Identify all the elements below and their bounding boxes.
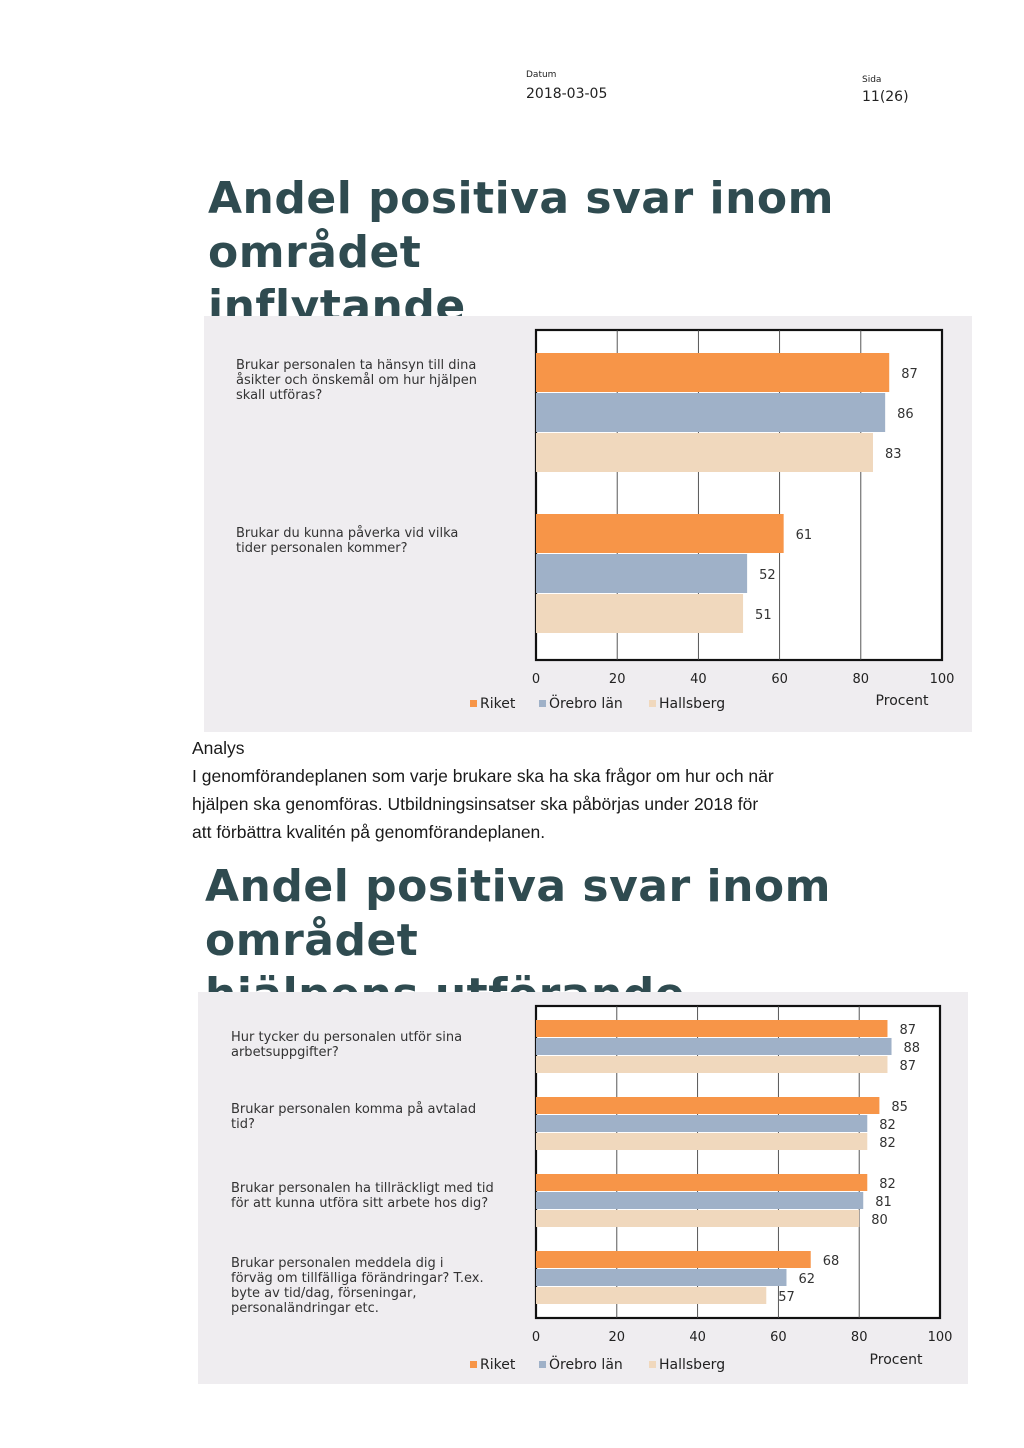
x-tick-label: 40 [690, 672, 707, 687]
x-tick-label: 20 [609, 672, 626, 687]
question-label-line: Brukar personalen ta hänsyn till dina [236, 358, 477, 373]
analysis-line: att förbättra kvalitén på genomförandepl… [192, 822, 546, 842]
question-label-line: skall utföras? [236, 388, 323, 403]
x-tick-label: 60 [770, 1330, 787, 1345]
question-label-line: byte av tid/dag, förseningar, [231, 1286, 417, 1301]
bar-hallsberg [536, 433, 873, 472]
analysis-line: hjälpen ska genomföras. Utbildningsinsat… [192, 794, 759, 814]
legend-label: Riket [480, 1357, 516, 1373]
x-tick-label: 40 [689, 1330, 706, 1345]
bar-riket [536, 353, 890, 392]
data-label: 57 [778, 1290, 795, 1305]
question-label-line: tid? [231, 1117, 255, 1132]
x-tick-label: 100 [930, 672, 955, 687]
data-label: 87 [899, 1023, 916, 1038]
bar-riket [536, 514, 784, 553]
question-label-line: förväg om tillfälliga förändringar? T.ex… [231, 1271, 484, 1286]
x-tick-label: 80 [851, 1330, 868, 1345]
legend-label: Hallsberg [659, 1357, 725, 1373]
question-label-line: personaländringar etc. [231, 1301, 379, 1316]
legend-label: Riket [480, 696, 516, 712]
bar-riket [536, 1251, 811, 1268]
question-label: Brukar personalen komma på avtalad tid? [231, 1102, 476, 1132]
bar--rebro-l-n [536, 1115, 868, 1132]
data-label: 82 [879, 1177, 896, 1192]
data-label: 85 [891, 1100, 908, 1115]
question-label-line: Brukar personalen meddela dig i [231, 1256, 444, 1271]
bar-riket [536, 1097, 880, 1114]
data-label: 68 [823, 1254, 840, 1269]
date-value: 2018-03-05 [526, 86, 608, 102]
data-label: 82 [879, 1118, 896, 1133]
x-axis-label: Procent [876, 693, 929, 709]
question-label-line: tider personalen kommer? [236, 541, 408, 556]
question-label-line: för att kunna utföra sitt arbete hos dig… [231, 1196, 489, 1211]
question-label-line: Brukar du kunna påverka vid vilka [236, 526, 459, 541]
analysis-line: I genomförandeplanen som varje brukare s… [192, 766, 774, 786]
data-label: 61 [796, 528, 813, 543]
x-tick-label: 60 [771, 672, 788, 687]
question-label-line: Brukar personalen komma på avtalad [231, 1102, 477, 1117]
data-label: 52 [759, 568, 776, 583]
bar-hallsberg [536, 1133, 868, 1150]
question-label: Brukar du kunna påverka vid vilka tider p… [236, 526, 458, 556]
question-label: Hur tycker du personalen utför sina arbet… [231, 1030, 462, 1060]
x-tick-label: 0 [532, 672, 540, 687]
question-label: Brukar personalen meddela dig i förväg om… [231, 1256, 484, 1316]
page-label: Sida [862, 75, 882, 85]
bar-riket [536, 1174, 868, 1191]
legend-swatch [539, 700, 546, 707]
x-tick-label: 0 [532, 1330, 540, 1345]
analysis-heading: Analys [192, 738, 245, 758]
legend-swatch [470, 700, 477, 707]
page-number: 11(26) [862, 89, 909, 105]
legend-swatch [470, 1361, 477, 1368]
bar-hallsberg [536, 594, 744, 633]
data-label: 88 [904, 1041, 921, 1056]
data-label: 51 [755, 608, 772, 623]
bar-hallsberg [536, 1210, 860, 1227]
bar--rebro-l-n [536, 1038, 892, 1055]
date-label: Datum [526, 70, 557, 80]
legend-label: Hallsberg [659, 696, 725, 712]
question-label-line: Hur tycker du personalen utför sina [231, 1030, 463, 1045]
data-label: 80 [871, 1213, 888, 1228]
bar--rebro-l-n [536, 393, 886, 432]
bar-hallsberg [536, 1287, 767, 1304]
legend-swatch [649, 700, 656, 707]
section-title-line1: Andel positiva svar inom området [205, 861, 831, 966]
x-tick-label: 80 [853, 672, 870, 687]
x-tick-label: 100 [928, 1330, 953, 1345]
x-tick-label: 20 [609, 1330, 626, 1345]
legend-swatch [539, 1361, 546, 1368]
section-title-line1: Andel positiva svar inom området [208, 173, 834, 278]
question-label-line: arbetsuppgifter? [231, 1045, 339, 1060]
bar--rebro-l-n [536, 1269, 787, 1286]
legend-label: Örebro län [549, 694, 623, 712]
data-label: 83 [885, 447, 902, 462]
question-label: Brukar personalen ha tillräckligt med ti… [231, 1181, 494, 1211]
data-label: 81 [875, 1195, 892, 1210]
analysis-section: Analys I genomförandeplanen som varje br… [192, 734, 852, 846]
bar-riket [536, 1020, 888, 1037]
bar--rebro-l-n [536, 1192, 864, 1209]
data-label: 87 [899, 1059, 916, 1074]
legend-swatch [649, 1361, 656, 1368]
data-label: 87 [901, 367, 918, 382]
question-label: Brukar personalen ta hänsyn till dina åsi… [236, 358, 477, 403]
data-label: 82 [879, 1136, 896, 1151]
bar--rebro-l-n [536, 554, 748, 593]
data-label: 62 [798, 1272, 815, 1287]
data-label: 86 [897, 407, 914, 422]
bar-hallsberg [536, 1056, 888, 1073]
x-axis-label: Procent [870, 1352, 923, 1368]
question-label-line: Brukar personalen ha tillräckligt med ti… [231, 1181, 494, 1196]
question-label-line: åsikter och önskemål om hur hjälpen [236, 373, 477, 388]
legend-label: Örebro län [549, 1355, 623, 1373]
